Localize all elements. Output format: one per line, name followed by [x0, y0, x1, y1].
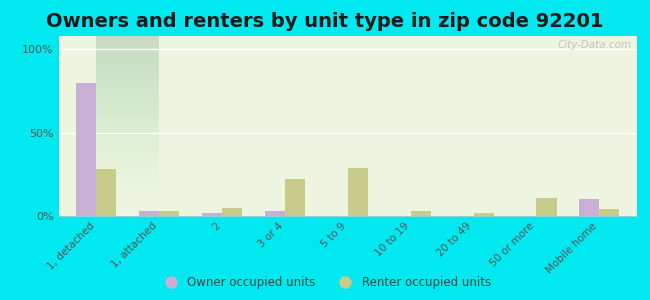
Text: City-Data.com: City-Data.com	[557, 40, 631, 50]
Bar	[96, 169, 116, 216]
Bar	[285, 179, 305, 216]
Bar	[76, 83, 96, 216]
Bar	[348, 168, 368, 216]
Bar	[599, 209, 619, 216]
Bar	[265, 211, 285, 216]
Bar	[411, 211, 431, 216]
Bar	[222, 208, 242, 216]
Bar	[159, 211, 179, 216]
Bar	[536, 198, 556, 216]
Bar	[579, 199, 599, 216]
Bar	[473, 213, 493, 216]
Text: Owners and renters by unit type in zip code 92201: Owners and renters by unit type in zip c…	[46, 12, 604, 31]
Bar	[139, 211, 159, 216]
Bar	[202, 213, 222, 216]
Legend: Owner occupied units, Renter occupied units: Owner occupied units, Renter occupied un…	[154, 272, 496, 294]
